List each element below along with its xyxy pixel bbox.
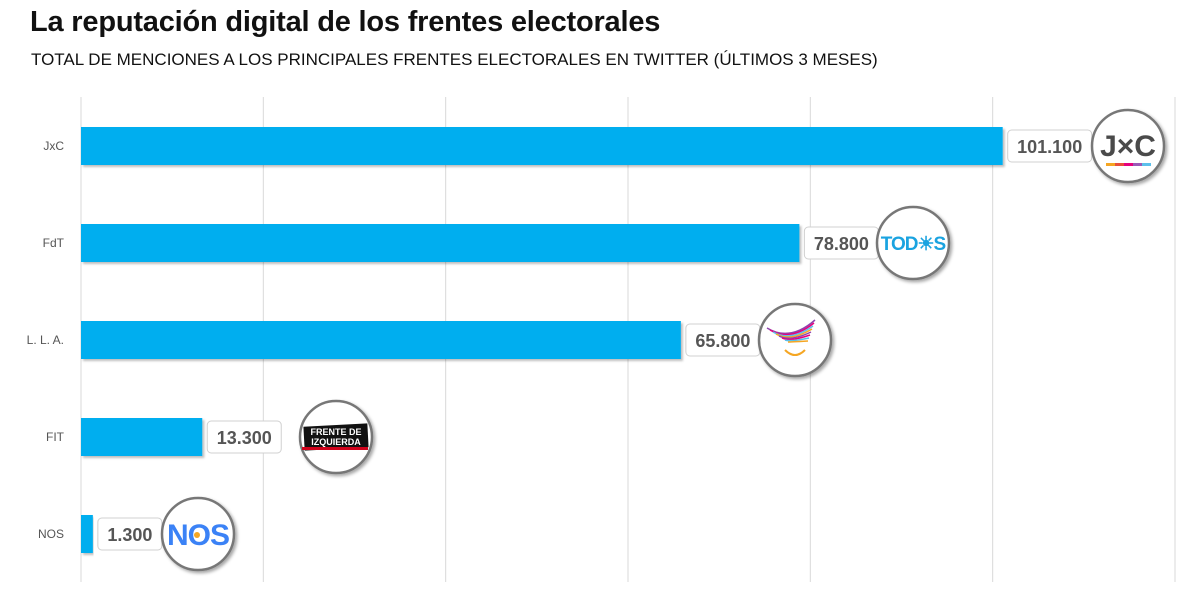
- fit-logo-text: IZQUIERDA: [311, 437, 361, 447]
- data-label: 13.300: [217, 428, 272, 448]
- category-label: L. L. A.: [27, 333, 64, 347]
- chart-title: La reputación digital de los frentes ele…: [30, 6, 661, 38]
- fit-logo-bg: [303, 423, 369, 451]
- eagle-logo-stroke: [778, 331, 812, 339]
- bar-lla: [81, 321, 681, 359]
- category-label: NOS: [38, 527, 64, 541]
- data-label: 78.800: [814, 234, 869, 254]
- data-label: 1.300: [107, 525, 152, 545]
- logo-stripe: [1124, 163, 1133, 166]
- bar-fdt: [81, 224, 800, 262]
- eagle-logo-stroke: [787, 340, 809, 343]
- bar-nos: [81, 515, 93, 553]
- category-label: JxC: [43, 139, 64, 153]
- data-label: 101.100: [1017, 137, 1082, 157]
- logo-stripe: [1106, 163, 1115, 166]
- bar-fit: [81, 418, 203, 456]
- eagle-logo-stroke: [775, 328, 813, 338]
- eagle-logo-stroke: [784, 337, 810, 342]
- fit-logo-red: [302, 447, 368, 450]
- jxc-logo-text: J×C: [1100, 130, 1156, 163]
- party-logo: [757, 302, 833, 378]
- category-label: FdT: [43, 236, 65, 250]
- data-label: 65.800: [695, 331, 750, 351]
- logo-stripe: [1115, 163, 1124, 166]
- eagle-logo-stroke: [784, 349, 806, 356]
- category-label: FIT: [46, 430, 65, 444]
- eagle-logo-stroke: [772, 325, 814, 337]
- data-label-box: [206, 420, 282, 454]
- eagle-logo-stroke: [781, 334, 811, 341]
- party-logo: NOS: [160, 496, 236, 572]
- party-logo: J×C: [1090, 108, 1166, 184]
- fit-logo-text: FRENTE DE: [310, 427, 361, 437]
- bar-jxc: [81, 127, 1003, 165]
- logo-circle: [875, 205, 951, 281]
- party-logo: TOD☀S: [875, 205, 951, 281]
- chart-subtitle: TOTAL DE MENCIONES A LOS PRINCIPALES FRE…: [31, 50, 878, 69]
- todos-logo-text: TOD☀S: [881, 234, 946, 255]
- logo-stripe: [1133, 163, 1142, 166]
- logo-stripe: [1142, 163, 1151, 166]
- nos-logo-dot: [194, 532, 200, 538]
